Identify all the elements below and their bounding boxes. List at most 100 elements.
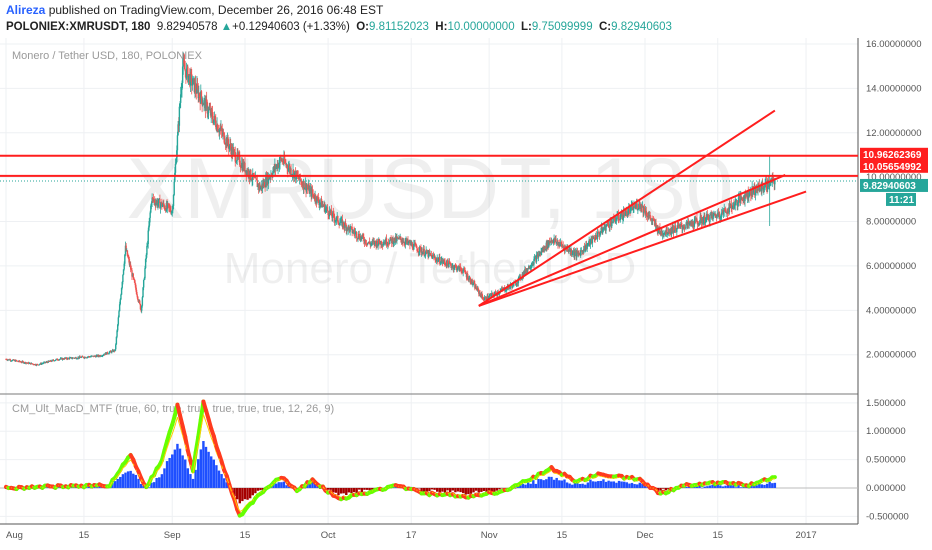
candle-body: [374, 240, 377, 243]
histogram-bar: [763, 484, 766, 488]
candle-body: [741, 198, 744, 201]
candle-body: [661, 231, 663, 235]
candle-body: [233, 150, 236, 153]
candle-body: [141, 305, 143, 311]
candle-body: [696, 218, 698, 222]
candle-body: [75, 357, 77, 359]
high-value: 10.00000000: [447, 21, 515, 33]
candle-body: [726, 213, 729, 215]
candle-body: [280, 158, 283, 161]
candle-body: [272, 171, 274, 177]
author-link[interactable]: Alireza: [6, 3, 46, 17]
candle-body: [765, 180, 768, 189]
candle-body: [286, 164, 288, 169]
candle-body: [657, 231, 660, 233]
candle-body: [653, 220, 655, 221]
candle-body: [181, 66, 184, 83]
candle-body: [304, 187, 306, 190]
candle-body: [150, 205, 152, 213]
candle-body: [631, 204, 634, 211]
candle-body: [643, 206, 646, 212]
candle-body: [115, 336, 118, 345]
candle-body: [115, 344, 117, 350]
candle-body: [679, 224, 681, 226]
candle-body: [64, 358, 66, 359]
candle-body: [432, 255, 434, 256]
candle-body: [655, 222, 657, 226]
open-label: O:: [356, 21, 369, 33]
candle-body: [528, 265, 531, 269]
candle-body: [159, 198, 161, 209]
candle-body: [275, 166, 277, 170]
histogram-bar: [771, 483, 774, 488]
histogram-bar: [235, 487, 239, 500]
candle-body: [505, 290, 507, 291]
histogram-bar: [708, 485, 712, 488]
histogram-bar: [358, 487, 361, 490]
histogram-bar: [617, 480, 621, 488]
candle-body: [133, 277, 135, 280]
chart-canvas[interactable]: XMRUSDT, 180 Monero / Tether USD Monero …: [0, 38, 932, 550]
candle-body: [303, 180, 305, 190]
signal-segment: [122, 465, 126, 469]
candle-body: [207, 108, 210, 113]
histogram-bar: [521, 484, 525, 488]
candle-body: [90, 356, 92, 358]
candle-body: [224, 144, 227, 145]
candle-body: [65, 357, 68, 359]
histogram-bar: [667, 487, 670, 490]
candle-body: [459, 266, 462, 270]
horizontal-lines[interactable]: [0, 154, 858, 182]
histogram-bar: [716, 483, 719, 488]
candle-body: [339, 222, 342, 223]
candle-body: [84, 356, 86, 358]
histogram-bar: [417, 487, 421, 489]
trend-line[interactable]: [478, 109, 776, 307]
signal-segment: [125, 461, 129, 467]
signal-segment: [169, 433, 173, 441]
trend-line[interactable]: [478, 190, 807, 307]
candle-body: [181, 82, 183, 90]
candle-body: [219, 129, 221, 131]
histogram-bar: [129, 470, 132, 488]
candle-body: [172, 206, 174, 211]
signal-segment: [109, 480, 113, 487]
trend-lines[interactable]: [478, 109, 807, 307]
price-axis[interactable]: 2.00000000 4.00000000 6.00000000 8.00000000…: [866, 39, 921, 361]
candle-body: [572, 253, 574, 255]
candle-body: [178, 106, 181, 126]
candle-body: [724, 210, 727, 213]
candle-body: [416, 247, 418, 251]
histogram-bar: [368, 487, 371, 491]
candle-body: [345, 225, 347, 231]
candle-body: [237, 152, 239, 157]
close-value: 9.82940603: [611, 21, 672, 33]
candle-body: [244, 162, 246, 173]
trend-line[interactable]: [478, 174, 786, 307]
candle-body: [214, 116, 216, 121]
candle-body: [613, 216, 616, 221]
candle-body: [122, 269, 125, 275]
candle-body: [82, 356, 84, 358]
histogram-bar: [641, 483, 644, 488]
time-axis[interactable]: Aug 15 Sep 15 Oct 17 Nov 15 Dec 15 2017: [6, 530, 817, 541]
histogram-bar: [589, 479, 592, 488]
candle-body: [179, 94, 182, 103]
candle-body: [211, 109, 213, 113]
indicator-axis[interactable]: -0.500000 0.000000 0.500000 1.000000 1.50000…: [866, 398, 909, 522]
symbol-name[interactable]: POLONIEX:XMRUSDT, 180: [6, 21, 151, 33]
candle-body: [463, 268, 466, 271]
price-tag: [860, 178, 928, 192]
candle-body: [239, 165, 242, 167]
candle-body: [100, 355, 102, 357]
candle-body: [361, 236, 363, 239]
candle-body: [431, 255, 434, 259]
candle-body: [5, 359, 8, 360]
candle-body: [263, 181, 266, 187]
candle-body: [215, 120, 217, 128]
price-tag-label: 10.05654992: [863, 162, 922, 173]
histogram-bar: [537, 478, 540, 488]
time-tick-label: Oct: [321, 530, 336, 541]
candle-body: [550, 241, 552, 243]
candle-body: [355, 232, 358, 238]
